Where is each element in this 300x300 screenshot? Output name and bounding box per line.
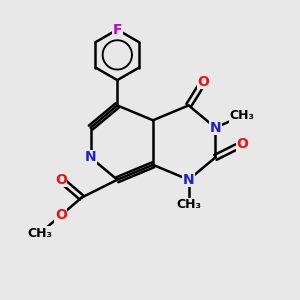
- Text: F: F: [112, 22, 122, 37]
- Text: N: N: [210, 121, 221, 135]
- Text: O: O: [55, 208, 67, 222]
- Text: CH₃: CH₃: [28, 227, 52, 240]
- Text: O: O: [55, 173, 67, 187]
- Text: N: N: [183, 173, 194, 187]
- Text: O: O: [236, 137, 248, 151]
- Text: N: N: [85, 150, 96, 164]
- Text: CH₃: CH₃: [230, 109, 255, 122]
- Text: O: O: [198, 75, 209, 88]
- Text: CH₃: CH₃: [176, 199, 201, 212]
